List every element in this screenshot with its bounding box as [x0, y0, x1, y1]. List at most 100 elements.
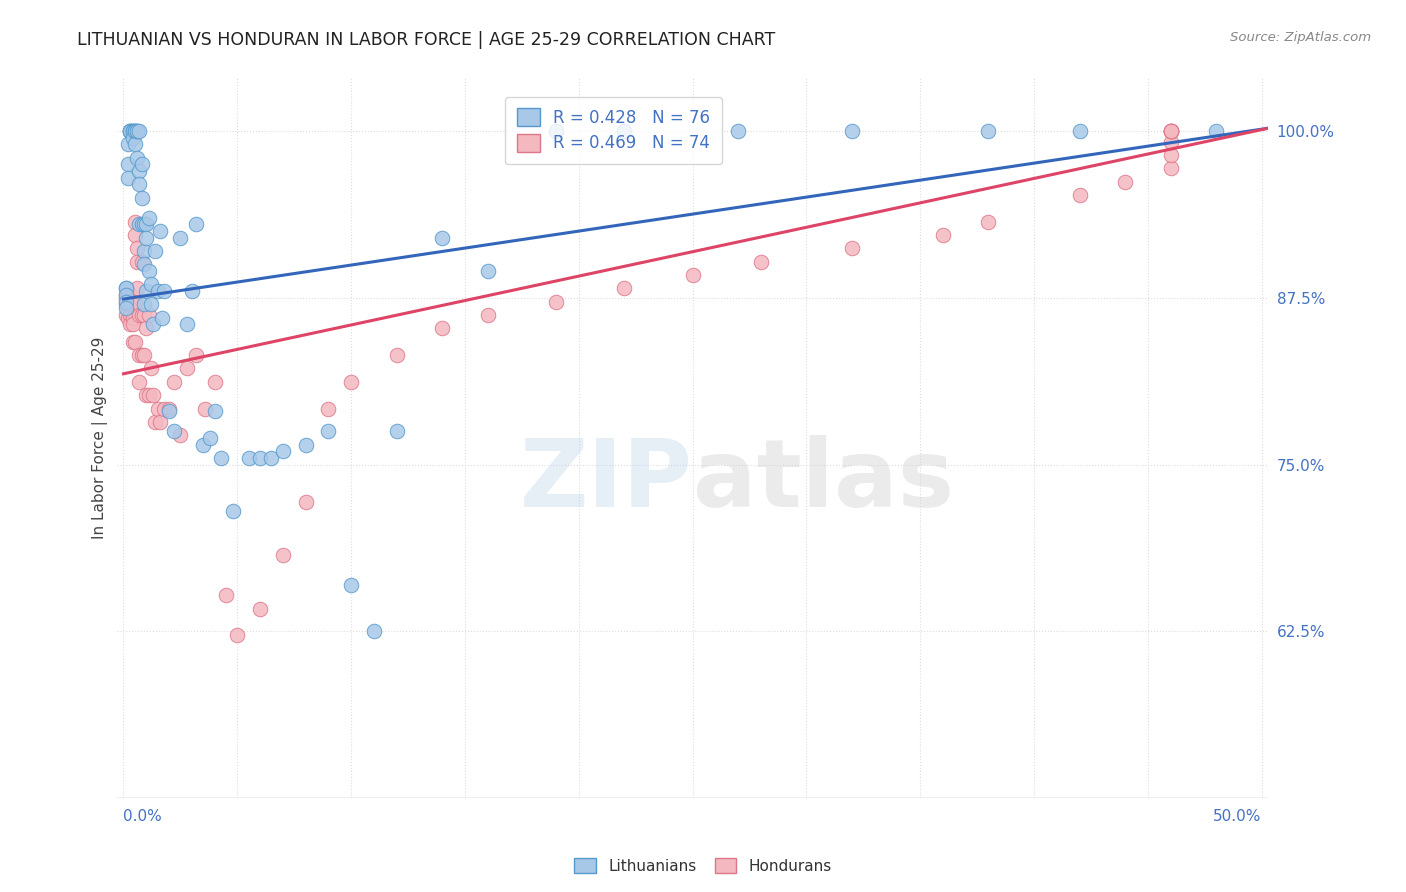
Point [477, 264, 499, 278]
Point [215, 588, 238, 602]
Point [135, 217, 157, 231]
Point [544, 294, 567, 309]
Point [127, 124, 149, 138]
Point [127, 241, 149, 255]
Point [127, 254, 149, 268]
Point [977, 124, 1000, 138]
Point [121, 297, 143, 311]
Point [127, 124, 149, 138]
Point [128, 164, 150, 178]
Point [138, 211, 160, 225]
Point [150, 310, 173, 325]
Point [114, 301, 136, 316]
Point [142, 318, 165, 332]
Text: atlas: atlas [693, 435, 953, 527]
Point [120, 288, 142, 302]
Point [162, 375, 184, 389]
Point [613, 281, 636, 295]
Point [191, 437, 214, 451]
Point [132, 297, 155, 311]
Point [128, 124, 150, 138]
Point [120, 318, 142, 332]
Point [544, 124, 567, 138]
Point [135, 321, 157, 335]
Point [120, 124, 142, 138]
Point [128, 308, 150, 322]
Point [124, 334, 146, 349]
Point [249, 450, 271, 465]
Point [131, 254, 153, 268]
Point [132, 217, 155, 231]
Point [120, 308, 142, 322]
Point [135, 388, 157, 402]
Point [114, 288, 136, 302]
Point [180, 284, 202, 298]
Point [131, 308, 153, 322]
Point [222, 504, 245, 518]
Point [146, 284, 169, 298]
Point [139, 361, 162, 376]
Point [271, 549, 294, 563]
Point [977, 214, 1000, 228]
Point [294, 495, 316, 509]
Point [1069, 188, 1091, 202]
Point [340, 578, 363, 592]
Point [138, 308, 160, 322]
Point [127, 151, 149, 165]
Point [132, 348, 155, 362]
Text: Source: ZipAtlas.com: Source: ZipAtlas.com [1230, 31, 1371, 45]
Point [260, 450, 283, 465]
Point [117, 297, 139, 311]
Point [124, 137, 146, 152]
Point [114, 288, 136, 302]
Point [114, 297, 136, 311]
Point [477, 308, 499, 322]
Point [176, 361, 198, 376]
Point [114, 308, 136, 322]
Point [340, 375, 363, 389]
Point [149, 415, 172, 429]
Point [128, 348, 150, 362]
Point [682, 268, 704, 282]
Point [430, 321, 453, 335]
Point [1160, 124, 1182, 138]
Point [149, 224, 172, 238]
Point [1114, 175, 1136, 189]
Point [121, 124, 143, 138]
Point [194, 401, 217, 416]
Point [124, 124, 146, 138]
Point [238, 450, 260, 465]
Point [124, 214, 146, 228]
Point [117, 288, 139, 302]
Point [120, 124, 142, 138]
Point [318, 401, 340, 416]
Point [114, 281, 136, 295]
Point [1160, 124, 1182, 138]
Point [198, 431, 221, 445]
Point [124, 124, 146, 138]
Point [271, 444, 294, 458]
Y-axis label: In Labor Force | Age 25-29: In Labor Force | Age 25-29 [93, 336, 108, 539]
Legend: R = 0.428   N = 76, R = 0.469   N = 74: R = 0.428 N = 76, R = 0.469 N = 74 [505, 96, 723, 164]
Point [1160, 124, 1182, 138]
Point [186, 348, 208, 362]
Point [120, 124, 142, 138]
Point [153, 284, 176, 298]
Point [204, 404, 226, 418]
Point [1160, 148, 1182, 162]
Point [142, 388, 165, 402]
Point [209, 450, 232, 465]
Point [430, 230, 453, 244]
Point [1160, 124, 1182, 138]
Point [162, 424, 184, 438]
Point [128, 217, 150, 231]
Point [120, 294, 142, 309]
Point [117, 310, 139, 325]
Point [138, 264, 160, 278]
Point [124, 124, 146, 138]
Point [363, 624, 385, 639]
Point [1160, 161, 1182, 176]
Point [186, 217, 208, 231]
Point [1160, 124, 1182, 138]
Point [128, 178, 150, 192]
